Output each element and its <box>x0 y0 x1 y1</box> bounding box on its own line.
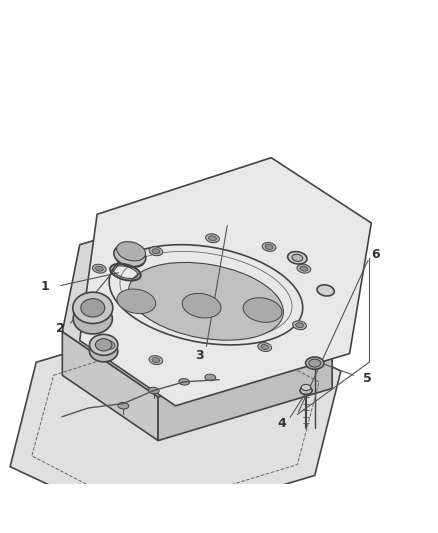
Ellipse shape <box>258 343 272 351</box>
Ellipse shape <box>148 387 159 394</box>
Ellipse shape <box>205 374 216 381</box>
Ellipse shape <box>243 298 282 322</box>
Ellipse shape <box>152 249 160 254</box>
Ellipse shape <box>121 252 138 263</box>
Ellipse shape <box>95 266 103 271</box>
Ellipse shape <box>261 344 268 350</box>
Ellipse shape <box>117 241 145 261</box>
Ellipse shape <box>317 285 334 296</box>
Text: 5: 5 <box>363 372 371 385</box>
Ellipse shape <box>152 358 160 362</box>
Ellipse shape <box>118 402 129 409</box>
Ellipse shape <box>297 264 311 273</box>
Ellipse shape <box>89 334 118 356</box>
Ellipse shape <box>95 339 112 351</box>
Text: 4: 4 <box>278 417 286 430</box>
Ellipse shape <box>292 254 303 261</box>
Ellipse shape <box>208 236 216 241</box>
Ellipse shape <box>73 303 113 334</box>
Ellipse shape <box>92 264 106 273</box>
Ellipse shape <box>117 289 155 313</box>
Ellipse shape <box>81 298 105 317</box>
Ellipse shape <box>115 248 145 267</box>
Ellipse shape <box>149 356 163 365</box>
Ellipse shape <box>114 245 146 266</box>
Ellipse shape <box>288 252 307 264</box>
Ellipse shape <box>309 359 321 367</box>
Text: 3: 3 <box>195 349 204 362</box>
Ellipse shape <box>205 234 219 243</box>
Ellipse shape <box>293 321 307 330</box>
Polygon shape <box>80 158 371 406</box>
Ellipse shape <box>300 386 312 394</box>
Ellipse shape <box>182 293 221 318</box>
Ellipse shape <box>89 341 118 362</box>
Ellipse shape <box>73 292 113 324</box>
Polygon shape <box>10 310 341 528</box>
Text: 6: 6 <box>371 248 380 261</box>
Polygon shape <box>158 345 332 441</box>
Ellipse shape <box>296 323 304 328</box>
Polygon shape <box>62 332 158 441</box>
Ellipse shape <box>300 266 308 271</box>
Ellipse shape <box>149 247 163 256</box>
Ellipse shape <box>262 243 276 252</box>
Text: 1: 1 <box>41 280 49 293</box>
Text: 2: 2 <box>56 322 64 335</box>
Ellipse shape <box>265 245 273 249</box>
Ellipse shape <box>128 262 283 340</box>
Polygon shape <box>62 192 350 397</box>
Ellipse shape <box>179 378 190 385</box>
Ellipse shape <box>101 341 115 349</box>
Ellipse shape <box>306 357 324 369</box>
Ellipse shape <box>301 384 311 391</box>
Ellipse shape <box>104 342 112 348</box>
